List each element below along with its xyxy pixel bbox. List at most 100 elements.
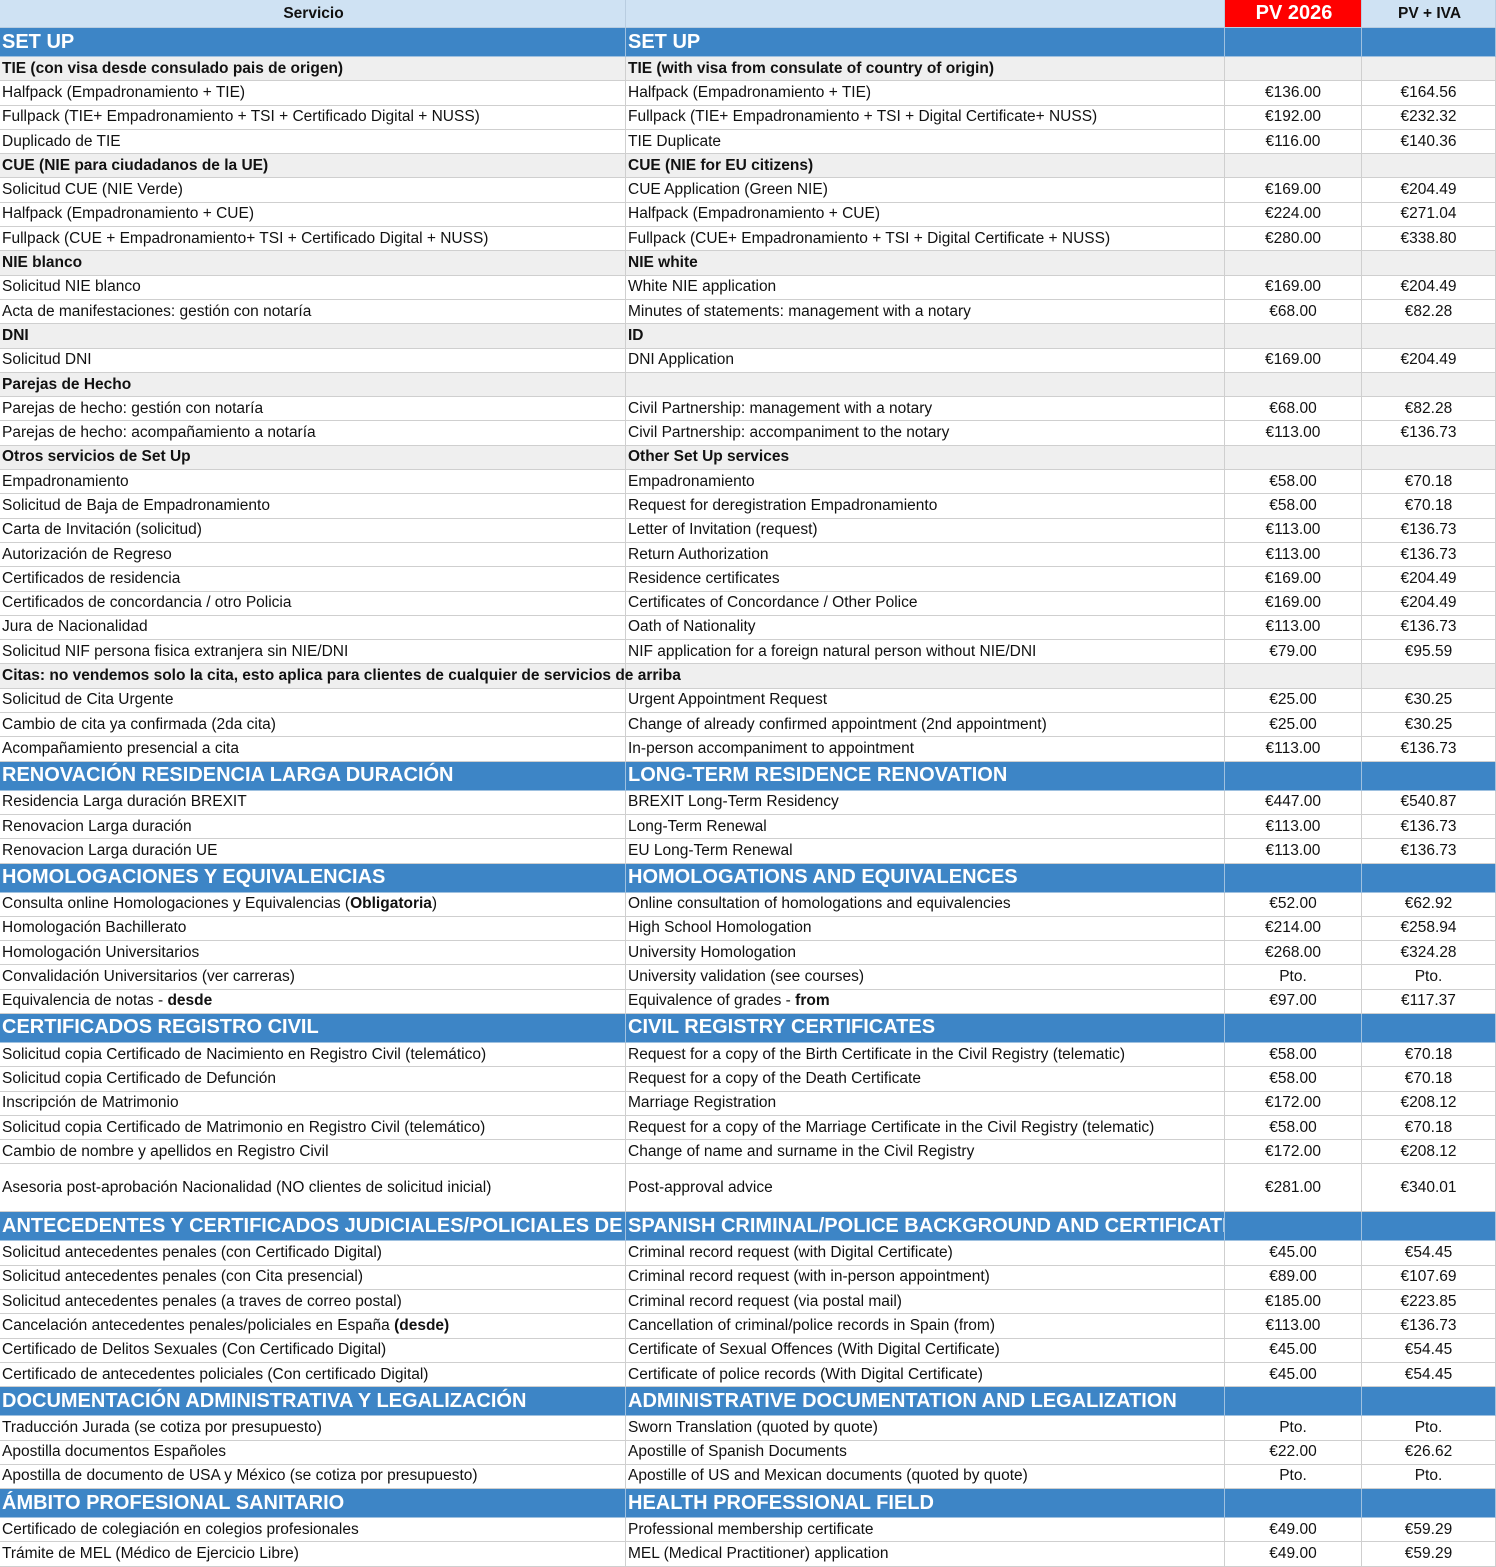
cell-pv-iva[interactable]: €223.85 bbox=[1362, 1290, 1496, 1315]
cell-pv-2026[interactable] bbox=[1225, 1212, 1362, 1242]
cell-spanish[interactable]: Empadronamiento bbox=[0, 470, 626, 495]
cell-english[interactable]: CUE (NIE for EU citizens) bbox=[626, 154, 1225, 179]
cell-spanish[interactable]: Solicitud copia Certificado de Defunción bbox=[0, 1067, 626, 1092]
cell-pv-iva[interactable]: €340.01 bbox=[1362, 1164, 1496, 1213]
cell-pv-iva[interactable] bbox=[1362, 154, 1496, 179]
cell-pv-iva[interactable] bbox=[1362, 372, 1496, 398]
cell-pv-iva[interactable]: €70.18 bbox=[1362, 1115, 1496, 1141]
cell-pv-2026[interactable]: €49.00 bbox=[1225, 1542, 1362, 1567]
cell-spanish[interactable]: Solicitud de Cita Urgente bbox=[0, 688, 626, 714]
cell-english[interactable]: University Homologation bbox=[626, 941, 1225, 966]
cell-pv-2026[interactable]: €268.00 bbox=[1225, 941, 1362, 966]
cell-spanish[interactable]: Cancelación antecedentes penales/policia… bbox=[0, 1314, 626, 1339]
cell-pv-iva[interactable]: €204.49 bbox=[1362, 591, 1496, 616]
cell-pv-iva[interactable]: €204.49 bbox=[1362, 348, 1496, 373]
cell-pv-2026[interactable]: €169.00 bbox=[1225, 591, 1362, 616]
cell-spanish[interactable]: Fullpack (CUE + Empadronamiento+ TSI + C… bbox=[0, 227, 626, 252]
cell-pv-iva[interactable]: €70.18 bbox=[1362, 494, 1496, 519]
cell-spanish[interactable]: Consulta online Homologaciones y Equival… bbox=[0, 892, 626, 917]
cell-pv-iva[interactable]: €70.18 bbox=[1362, 470, 1496, 495]
cell-spanish[interactable]: Solicitud NIE blanco bbox=[0, 275, 626, 300]
cell-pv-2026[interactable]: €447.00 bbox=[1225, 790, 1362, 815]
cell-pv-2026[interactable]: €116.00 bbox=[1225, 129, 1362, 155]
cell-english[interactable]: Request for deregistration Empadronamien… bbox=[626, 494, 1225, 519]
cell-english[interactable]: Cancellation of criminal/police records … bbox=[626, 1314, 1225, 1339]
cell-pv-iva[interactable]: €59.29 bbox=[1362, 1542, 1496, 1567]
cell-pv-2026[interactable]: €97.00 bbox=[1225, 989, 1362, 1014]
cell-pv-iva[interactable] bbox=[1362, 1212, 1496, 1242]
cell-pv-2026[interactable]: €45.00 bbox=[1225, 1362, 1362, 1388]
cell-spanish[interactable]: Acompañamiento presencial a cita bbox=[0, 737, 626, 762]
header-pv-iva[interactable]: PV + IVA bbox=[1362, 0, 1496, 28]
cell-english[interactable]: White NIE application bbox=[626, 275, 1225, 300]
cell-spanish[interactable]: Solicitud de Baja de Empadronamiento bbox=[0, 494, 626, 519]
cell-english[interactable]: LONG-TERM RESIDENCE RENOVATION bbox=[626, 761, 1225, 791]
cell-pv-iva[interactable]: €338.80 bbox=[1362, 227, 1496, 252]
cell-pv-iva[interactable]: €258.94 bbox=[1362, 916, 1496, 942]
cell-spanish[interactable]: CUE (NIE para ciudadanos de la UE) bbox=[0, 154, 626, 179]
cell-spanish[interactable]: Solicitud NIF persona fisica extranjera … bbox=[0, 640, 626, 665]
cell-english[interactable]: Sworn Translation (quoted by quote) bbox=[626, 1416, 1225, 1441]
cell-pv-iva[interactable]: €54.45 bbox=[1362, 1338, 1496, 1363]
cell-pv-iva[interactable]: €26.62 bbox=[1362, 1440, 1496, 1465]
cell-spanish[interactable]: SET UP bbox=[0, 28, 626, 57]
cell-english[interactable]: Return Authorization bbox=[626, 542, 1225, 568]
cell-english[interactable]: Civil Partnership: accompaniment to the … bbox=[626, 421, 1225, 446]
cell-spanish[interactable]: Citas: no vendemos solo la cita, esto ap… bbox=[0, 664, 681, 689]
cell-pv-2026[interactable]: €169.00 bbox=[1225, 348, 1362, 373]
cell-spanish[interactable]: Solicitud antecedentes penales (a traves… bbox=[0, 1290, 626, 1315]
cell-spanish[interactable]: Renovacion Larga duración UE bbox=[0, 839, 626, 864]
cell-pv-iva[interactable]: €82.28 bbox=[1362, 397, 1496, 422]
cell-english[interactable]: Residence certificates bbox=[626, 567, 1225, 592]
cell-pv-2026[interactable]: €113.00 bbox=[1225, 839, 1362, 864]
cell-spanish[interactable]: Solicitud copia Certificado de Nacimient… bbox=[0, 1042, 626, 1068]
cell-pv-2026[interactable]: €169.00 bbox=[1225, 275, 1362, 300]
cell-pv-2026[interactable] bbox=[1225, 251, 1362, 276]
cell-pv-2026[interactable] bbox=[1225, 1489, 1362, 1519]
cell-english[interactable]: Post-approval advice bbox=[626, 1164, 1225, 1213]
cell-english[interactable]: DNI Application bbox=[626, 348, 1225, 373]
cell-english[interactable]: Halfpack (Empadronamiento + CUE) bbox=[626, 202, 1225, 228]
cell-pv-iva[interactable] bbox=[1362, 28, 1496, 57]
cell-spanish[interactable]: Duplicado de TIE bbox=[0, 129, 626, 155]
header-english[interactable] bbox=[626, 0, 1225, 28]
cell-pv-2026[interactable]: Pto. bbox=[1225, 1416, 1362, 1441]
cell-spanish[interactable]: Autorización de Regreso bbox=[0, 542, 626, 568]
cell-english[interactable]: Letter of Invitation (request) bbox=[626, 518, 1225, 543]
cell-english[interactable]: Apostille of Spanish Documents bbox=[626, 1440, 1225, 1465]
cell-english[interactable]: SPANISH CRIMINAL/POLICE BACKGROUND AND C… bbox=[626, 1212, 1225, 1242]
cell-spanish[interactable]: Solicitud CUE (NIE Verde) bbox=[0, 178, 626, 203]
cell-pv-iva[interactable]: €95.59 bbox=[1362, 640, 1496, 665]
cell-pv-iva[interactable]: €30.25 bbox=[1362, 713, 1496, 738]
cell-pv-iva[interactable] bbox=[1362, 324, 1496, 349]
cell-english[interactable]: University validation (see courses) bbox=[626, 965, 1225, 990]
cell-pv-iva[interactable] bbox=[1362, 664, 1496, 689]
cell-spanish[interactable]: Halfpack (Empadronamiento + TIE) bbox=[0, 81, 626, 106]
cell-pv-iva[interactable]: €59.29 bbox=[1362, 1518, 1496, 1543]
cell-pv-iva[interactable] bbox=[1362, 863, 1496, 893]
cell-spanish[interactable]: Acta de manifestaciones: gestión con not… bbox=[0, 299, 626, 325]
cell-spanish[interactable]: Solicitud copia Certificado de Matrimoni… bbox=[0, 1115, 626, 1141]
cell-spanish[interactable]: RENOVACIÓN RESIDENCIA LARGA DURACIÓN bbox=[0, 761, 626, 791]
cell-english[interactable] bbox=[626, 664, 1225, 689]
cell-pv-2026[interactable]: €45.00 bbox=[1225, 1338, 1362, 1363]
cell-english[interactable]: SET UP bbox=[626, 28, 1225, 57]
cell-pv-iva[interactable]: €136.73 bbox=[1362, 839, 1496, 864]
cell-spanish[interactable]: Certificado de Delitos Sexuales (Con Cer… bbox=[0, 1338, 626, 1363]
cell-english[interactable]: Equivalence of grades - from bbox=[626, 989, 1225, 1014]
cell-english[interactable]: Certificate of police records (With Digi… bbox=[626, 1362, 1225, 1388]
cell-pv-iva[interactable]: €136.73 bbox=[1362, 1314, 1496, 1339]
cell-pv-2026[interactable]: €113.00 bbox=[1225, 1314, 1362, 1339]
cell-spanish[interactable]: Solicitud antecedentes penales (con Cert… bbox=[0, 1241, 626, 1266]
cell-spanish[interactable]: Parejas de hecho: gestión con notaría bbox=[0, 397, 626, 422]
cell-pv-2026[interactable]: €185.00 bbox=[1225, 1290, 1362, 1315]
cell-pv-iva[interactable]: €54.45 bbox=[1362, 1241, 1496, 1266]
cell-english[interactable]: Minutes of statements: management with a… bbox=[626, 299, 1225, 325]
cell-pv-2026[interactable]: €113.00 bbox=[1225, 518, 1362, 543]
cell-spanish[interactable]: Renovacion Larga duración bbox=[0, 814, 626, 840]
cell-pv-2026[interactable]: €113.00 bbox=[1225, 814, 1362, 840]
cell-pv-2026[interactable] bbox=[1225, 154, 1362, 179]
cell-english[interactable]: Request for a copy of the Death Certific… bbox=[626, 1067, 1225, 1092]
cell-pv-2026[interactable]: €58.00 bbox=[1225, 1067, 1362, 1092]
cell-pv-2026[interactable]: €280.00 bbox=[1225, 227, 1362, 252]
